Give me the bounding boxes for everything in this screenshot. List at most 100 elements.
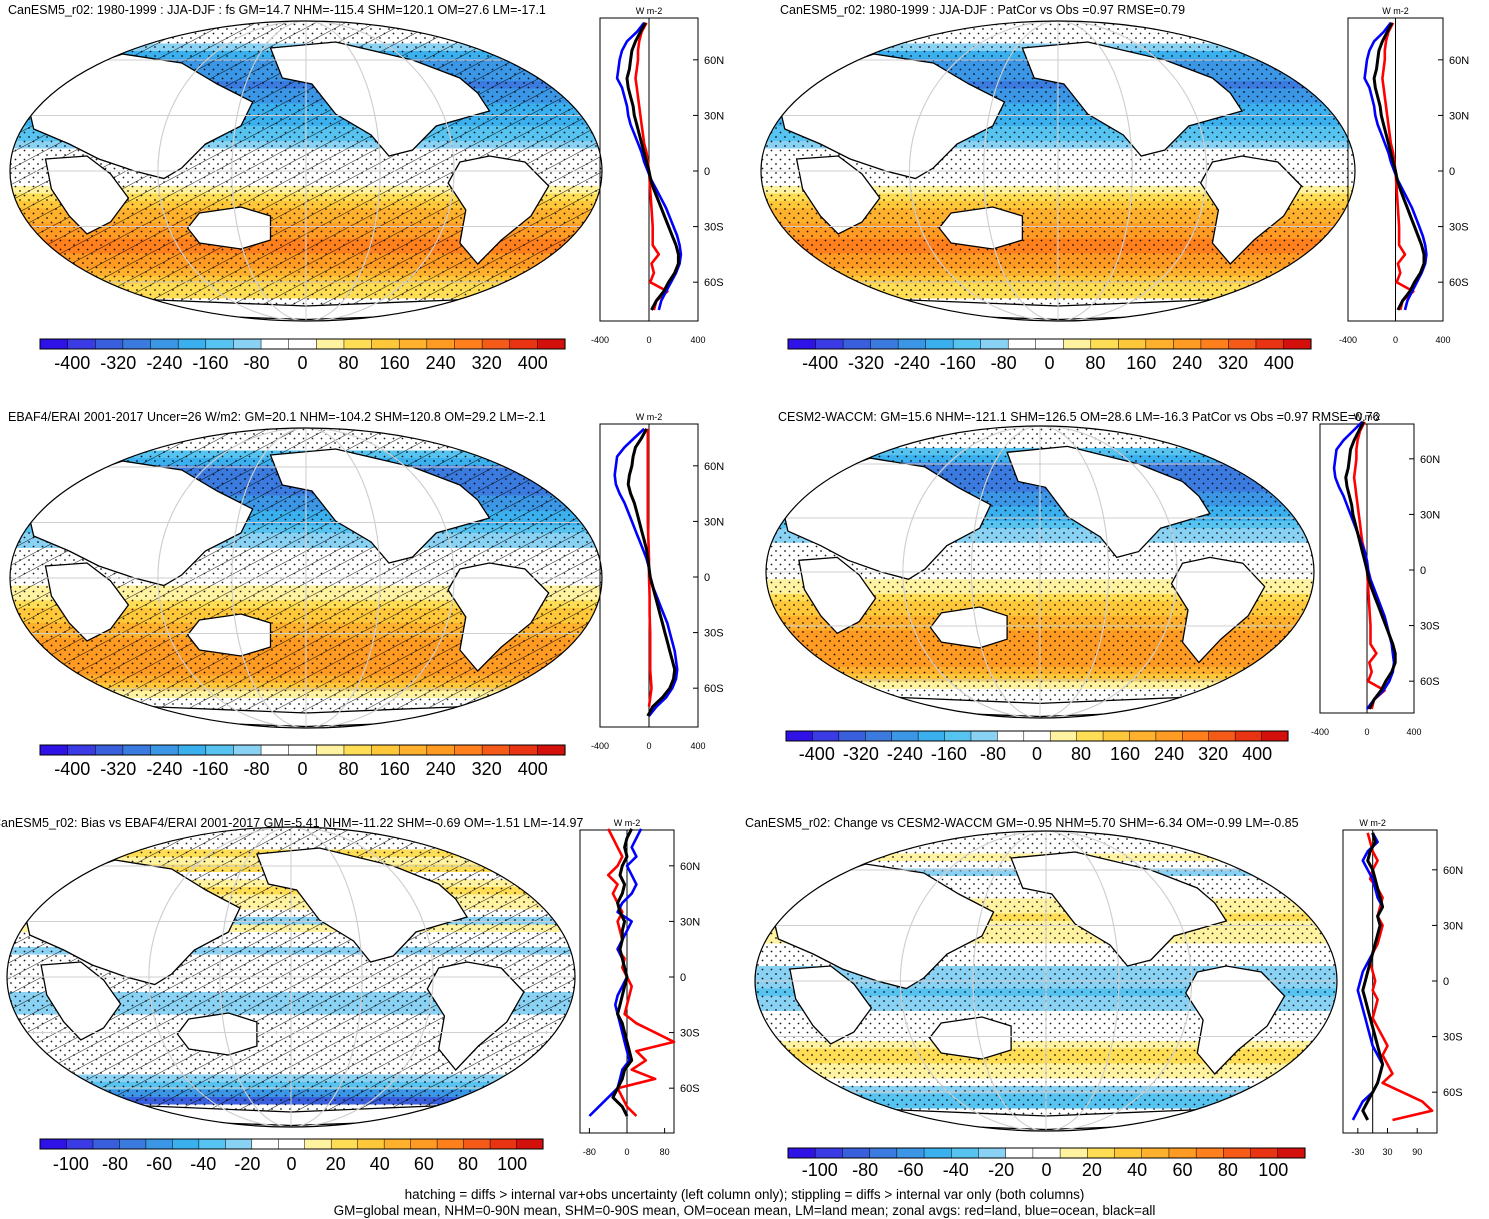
colorbar-swatch <box>815 338 844 350</box>
colorbar-swatch <box>343 338 373 350</box>
colorbar-swatch <box>316 338 345 350</box>
colorbar-tick-label: -320 <box>843 744 879 764</box>
zonal-plot: W m-2 60N 30N 0 30S 60S -80 0 80 <box>579 818 700 1157</box>
colorbar-swatch <box>787 1147 816 1159</box>
graticule-meridian <box>219 827 363 1127</box>
colorbar-swatch <box>1155 730 1183 742</box>
colorbar-tick-label: -100 <box>802 1160 838 1180</box>
colorbar-swatch <box>516 1138 544 1150</box>
colorbar-tick-label: -20 <box>234 1154 260 1174</box>
colorbar-swatch <box>1200 338 1229 350</box>
x-tick-label: 90 <box>1412 1147 1422 1157</box>
lat-tick-label: 60S <box>704 277 724 289</box>
colorbar-tick-label: -60 <box>146 1154 172 1174</box>
continent-outline <box>795 155 881 235</box>
colorbar-tick-label: -60 <box>897 1160 923 1180</box>
continent-outline <box>789 965 873 1045</box>
colorbar-tick-label: 240 <box>426 759 456 779</box>
colorbar-tick-label: 80 <box>458 1154 478 1174</box>
colorbar-frame <box>785 730 1289 742</box>
colorbar-swatch <box>891 730 919 742</box>
colorbar: -400 -320 -240 -160 -80 0 80 160 240 320 400 <box>787 338 1312 373</box>
colorbar-swatch <box>1208 730 1236 742</box>
colorbar-swatch <box>812 730 840 742</box>
units-label: W m-2 <box>636 412 663 422</box>
panel-title: CESM2-WACCM: GM=15.6 NHM=-121.1 SHM=126.… <box>778 410 1380 424</box>
colorbar-swatch <box>1090 338 1119 350</box>
colorbar-frame <box>787 338 1312 350</box>
zonal-plot: W m-2 60N 30N 0 30S 60S -400 0 400 <box>591 412 724 751</box>
lat-tick-label: 60N <box>704 55 724 67</box>
continent-outline <box>778 53 1006 180</box>
lat-tick-label: 60N <box>680 861 700 873</box>
continent-outline <box>40 961 122 1041</box>
colorbar-swatch <box>1261 730 1289 742</box>
colorbar-tick-label: 0 <box>297 353 307 373</box>
continent-outline <box>44 155 130 235</box>
colorbar-swatch <box>870 338 899 350</box>
colorbar-swatch <box>410 1138 438 1150</box>
units-label: W m-2 <box>1354 412 1381 422</box>
colorbar-tick-label: 100 <box>1258 1160 1288 1180</box>
graticule-meridian <box>231 428 381 728</box>
colorbar-swatch <box>1023 730 1051 742</box>
colorbar-tick-label: -160 <box>940 353 976 373</box>
x-tick-label: -30 <box>1351 1147 1364 1157</box>
map-border <box>765 425 1315 719</box>
colorbar-swatch <box>233 338 262 350</box>
graticule-meridian <box>157 21 455 321</box>
colorbar-swatch <box>1005 1147 1034 1159</box>
colorbar-tick-label: -40 <box>943 1160 969 1180</box>
colorbar-swatch <box>330 1138 359 1150</box>
colorbar-swatch <box>1102 730 1131 742</box>
x-tick-label: 0 <box>624 1147 629 1157</box>
colorbar-tick-label: -400 <box>802 353 838 373</box>
colorbar-swatch <box>1234 730 1263 742</box>
colorbar-swatch <box>150 744 179 756</box>
lat-tick-label: 0 <box>680 972 686 984</box>
continent-outline <box>426 961 525 1071</box>
continent-outline <box>23 859 241 986</box>
colorbar-swatch <box>842 338 872 350</box>
zonal-line-land <box>1381 22 1415 311</box>
colorbar-swatch <box>233 744 262 756</box>
colorbar-swatch <box>39 1138 68 1150</box>
map-field <box>7 827 575 1127</box>
colorbar-swatch <box>1173 338 1202 350</box>
map-border <box>754 830 1338 1132</box>
colorbar-tick-label: 60 <box>1173 1160 1193 1180</box>
colorbar-tick-label: 400 <box>518 353 548 373</box>
colorbar-swatch <box>122 744 152 756</box>
zonal-line-all <box>1344 421 1397 710</box>
colorbar-swatch <box>978 1147 1007 1159</box>
colorbar-swatch <box>1114 1147 1143 1159</box>
continent-outline <box>186 613 272 657</box>
colorbar-swatch <box>177 744 207 756</box>
colorbar-swatch <box>304 1138 332 1150</box>
graticule-meridian <box>231 21 381 321</box>
colorbar-swatch <box>398 338 428 350</box>
colorbar-swatch <box>537 744 566 756</box>
colorbar-tick-label: -160 <box>192 759 228 779</box>
footer-note-means: GM=global mean, NHM=0-90N mean, SHM=0-90… <box>333 1203 1156 1218</box>
colorbar-swatch <box>1049 730 1078 742</box>
lat-tick-label: 0 <box>704 166 710 178</box>
colorbar-tick-label: 320 <box>1198 744 1228 764</box>
colorbar-swatch <box>145 1138 173 1150</box>
footer-note-hatching: hatching = diffs > internal var+obs unce… <box>404 1187 1085 1202</box>
colorbar-swatch <box>481 338 511 350</box>
continent-outline <box>1199 155 1303 265</box>
colorbar-swatch <box>951 1147 980 1159</box>
colorbar-swatch <box>426 338 456 350</box>
x-tick-label: -400 <box>1311 727 1329 737</box>
panel-title: CanESM5_r02: 1980-1999 : JJA-DJF : PatCo… <box>780 3 1185 17</box>
colorbar-swatch <box>39 338 69 350</box>
lat-tick-label: 0 <box>704 572 710 584</box>
colorbar-tick-label: -240 <box>146 759 182 779</box>
colorbar-tick-label: 60 <box>414 1154 434 1174</box>
colorbar-tick-label: 320 <box>472 759 502 779</box>
colorbar-tick-label: 40 <box>370 1154 390 1174</box>
colorbar-frame <box>787 1147 1306 1159</box>
zonal-line-ocean <box>613 427 679 717</box>
